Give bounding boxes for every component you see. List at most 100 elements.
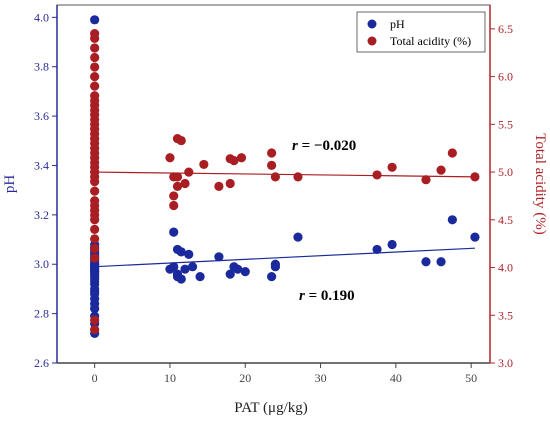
point-ph <box>184 249 194 259</box>
point-acidity <box>90 224 100 234</box>
point-acidity <box>270 172 280 182</box>
point-acidity <box>387 162 397 172</box>
point-acidity <box>172 181 183 191</box>
point-acidity <box>229 156 239 166</box>
point-ph <box>470 232 480 242</box>
point-acidity <box>267 148 277 158</box>
y-right-tick-label: 3.5 <box>498 308 513 322</box>
point-ph <box>293 232 303 242</box>
y-right-tick-label: 5.5 <box>498 117 513 131</box>
point-ph <box>421 257 431 267</box>
point-acidity <box>90 43 100 53</box>
x-tick-label: 0 <box>92 371 98 385</box>
y-left-tick-label: 3.8 <box>34 60 49 74</box>
y-left-tick-label: 2.6 <box>34 356 49 370</box>
point-ph <box>233 264 243 274</box>
point-acidity <box>90 315 100 325</box>
point-acidity <box>172 172 183 182</box>
fit-line-ph <box>94 247 475 268</box>
point-ph <box>176 247 186 257</box>
y-right-axis-title: Total acidity (%) <box>532 133 548 234</box>
point-acidity <box>90 29 100 39</box>
y-left-tick-label: 2.8 <box>34 307 49 321</box>
point-ph <box>436 257 446 267</box>
y-right-tick-label: 4.0 <box>498 261 513 275</box>
point-acidity <box>421 175 431 185</box>
legend: pH Total acidity (%) <box>356 11 486 53</box>
point-ph <box>90 15 100 25</box>
x-tick-label: 40 <box>390 371 402 385</box>
point-acidity <box>90 324 100 335</box>
annotation-ph-r: r = 0.190 <box>299 288 355 304</box>
fit-lines-layer <box>94 171 475 268</box>
point-acidity <box>90 72 100 82</box>
point-acidity <box>90 200 100 211</box>
y-right-tick-label: 6.0 <box>498 70 513 84</box>
point-acidity <box>90 186 100 196</box>
point-acidity <box>176 135 186 146</box>
point-acidity <box>90 172 100 182</box>
point-acidity <box>180 178 190 189</box>
y-left-tick-label: 3.6 <box>34 109 49 123</box>
fit-line-acidity <box>94 171 475 178</box>
point-ph <box>187 262 198 272</box>
x-axis-title: PAT (μg/kg) <box>234 400 307 416</box>
legend-marker-ph <box>367 19 377 29</box>
point-acidity <box>90 243 100 254</box>
point-ph <box>169 262 179 272</box>
point-acidity <box>199 159 209 170</box>
point-acidity <box>214 181 224 191</box>
point-ph <box>169 227 179 237</box>
point-acidity <box>90 81 100 91</box>
point-acidity <box>90 253 100 263</box>
y-right-tick-label: 3.0 <box>498 356 513 370</box>
x-tick-label: 50 <box>465 371 477 385</box>
point-ph <box>176 274 186 284</box>
point-acidity <box>90 114 100 125</box>
y-right-tick-label: 6.5 <box>498 22 513 36</box>
annotation-acidity-r: r = −0.020 <box>292 138 356 154</box>
points-layer <box>90 15 480 338</box>
point-acidity <box>90 95 100 106</box>
point-acidity <box>447 148 457 158</box>
point-acidity <box>165 153 175 163</box>
x-tick-label: 20 <box>239 371 251 385</box>
y-left-tick-label: 3.4 <box>34 158 49 172</box>
y-left-tick-label: 3.2 <box>34 208 49 222</box>
point-acidity <box>436 165 446 175</box>
point-acidity <box>90 52 100 63</box>
point-ph <box>240 267 250 277</box>
point-ph <box>387 239 397 250</box>
point-ph <box>214 252 224 262</box>
point-ph <box>180 264 190 274</box>
point-acidity <box>236 153 247 163</box>
legend-label-ph: pH <box>390 17 405 31</box>
point-ph <box>225 269 235 279</box>
y-right-tick-label: 5.0 <box>498 165 513 179</box>
point-acidity <box>225 178 235 189</box>
x-tick-label: 30 <box>315 371 327 385</box>
point-acidity <box>293 172 303 182</box>
y-left-tick-label: 3.0 <box>34 257 49 271</box>
point-acidity <box>90 62 100 72</box>
point-acidity <box>90 234 100 244</box>
point-acidity <box>90 105 100 115</box>
legend-label-acidity: Total acidity (%) <box>390 34 471 48</box>
point-acidity <box>184 167 194 177</box>
point-ph <box>447 215 457 225</box>
point-acidity <box>90 210 100 220</box>
y-left-axis-title: pH <box>2 175 18 194</box>
y-left-tick-label: 4.0 <box>34 10 49 24</box>
point-acidity <box>169 200 179 211</box>
point-acidity <box>470 172 480 182</box>
point-ph <box>195 271 205 282</box>
legend-box <box>356 11 486 53</box>
legend-marker-acidity <box>367 36 377 46</box>
point-ph <box>267 271 277 282</box>
point-acidity <box>169 191 179 201</box>
point-ph <box>270 262 280 272</box>
point-ph <box>372 244 382 255</box>
point-acidity <box>267 160 277 170</box>
